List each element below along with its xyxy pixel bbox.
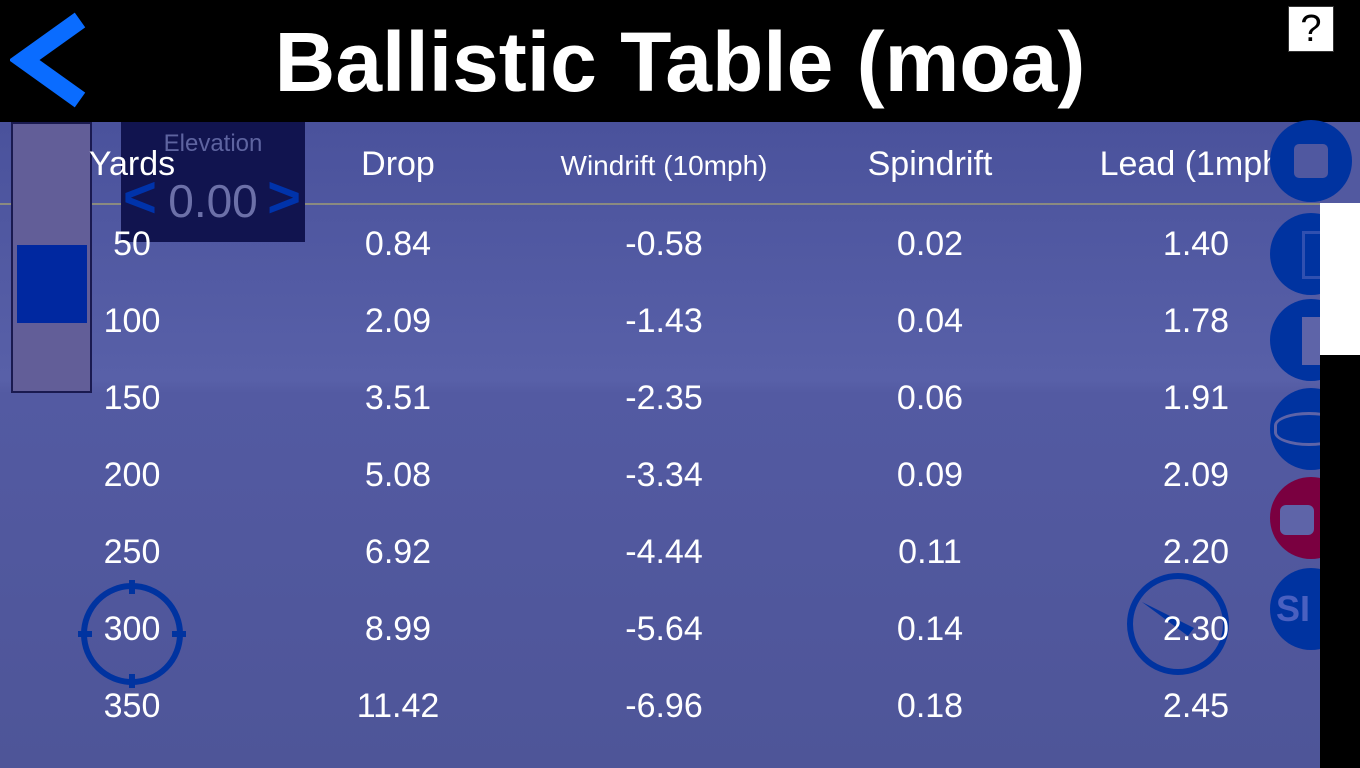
- table-cell: 0.04: [896, 302, 964, 340]
- table-cell: 200: [103, 456, 161, 494]
- header-bar: Ballistic Table (moa) ?: [0, 0, 1360, 122]
- table-cell: 2.20: [1162, 533, 1230, 571]
- column-header: Drop: [361, 145, 435, 183]
- page-title: Ballistic Table (moa): [274, 15, 1086, 109]
- table-cell: 2.09: [1162, 456, 1230, 494]
- column-header: Windrift (10mph): [560, 150, 768, 181]
- camera-icon: [1280, 505, 1314, 535]
- table-cell: -5.64: [625, 610, 703, 648]
- table-cell: 2.30: [1162, 610, 1230, 648]
- table-cell: 100: [103, 302, 161, 340]
- table-cell: -4.44: [625, 533, 703, 571]
- table-cell: 350: [103, 687, 161, 725]
- elevation-decrease-button[interactable]: <: [123, 165, 157, 230]
- table-cell: 250: [103, 533, 161, 571]
- stop-icon: [1294, 144, 1328, 178]
- wind-gauge: [11, 122, 92, 393]
- table-cell: 2.45: [1162, 687, 1230, 725]
- table-cell: 0.02: [896, 225, 964, 263]
- units-icon: SI: [1276, 588, 1311, 629]
- table-cell: 5.08: [364, 456, 432, 494]
- table-cell: 1.91: [1162, 379, 1230, 417]
- table-cell: -6.96: [625, 687, 703, 725]
- divider: [0, 203, 1320, 205]
- table-cell: -2.35: [625, 379, 703, 417]
- gauge-fill: [17, 245, 87, 323]
- table-cell: -0.58: [625, 225, 703, 263]
- table-cell: 0.06: [896, 379, 964, 417]
- table-cell: 0.14: [896, 610, 964, 648]
- elevation-label: Elevation: [163, 130, 263, 157]
- table-cell: 0.18: [896, 687, 964, 725]
- table-cell: -3.34: [625, 456, 703, 494]
- table-cell: 11.42: [356, 687, 440, 725]
- table-cell: 6.92: [364, 533, 432, 571]
- compass-icon[interactable]: [1124, 570, 1232, 678]
- back-arrow-icon[interactable]: [10, 12, 90, 108]
- table-cell: -1.43: [625, 302, 703, 340]
- crosshair-icon[interactable]: [78, 580, 186, 688]
- table-cell: 0.11: [898, 533, 962, 571]
- table-cell: 1.78: [1162, 302, 1230, 340]
- table-cell: 2.09: [364, 302, 432, 340]
- table-cell: 0.09: [896, 456, 964, 494]
- side-panel-black: [1320, 355, 1360, 768]
- table-cell: 0.84: [364, 225, 432, 263]
- stop-button[interactable]: [1270, 120, 1352, 202]
- side-panel-white: [1320, 203, 1360, 355]
- table-cell: 150: [103, 379, 161, 417]
- column-header: Lead (1mph): [1099, 145, 1293, 183]
- help-button[interactable]: ?: [1288, 6, 1334, 52]
- elevation-increase-button[interactable]: >: [267, 165, 301, 230]
- table-cell: 3.51: [364, 379, 432, 417]
- elevation-control: Elevation 0.00 < >: [121, 122, 305, 242]
- elevation-value: 0.00: [168, 175, 258, 227]
- table-cell: 50: [113, 225, 151, 263]
- table-cell: 8.99: [364, 610, 432, 648]
- column-header: Yards: [88, 145, 176, 183]
- column-header: Spindrift: [867, 145, 993, 183]
- table-cell: 1.40: [1162, 225, 1230, 263]
- table-cell: 300: [103, 610, 161, 648]
